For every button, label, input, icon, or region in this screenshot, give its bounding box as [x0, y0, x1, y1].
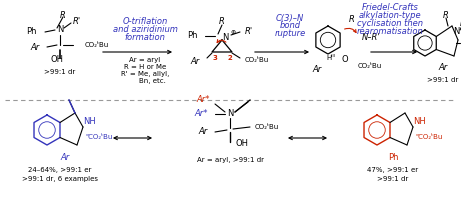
Text: OH: OH [51, 55, 64, 64]
Text: O: O [342, 55, 349, 64]
Text: rupture: rupture [274, 29, 306, 38]
Text: >99:1 dr, 6 examples: >99:1 dr, 6 examples [22, 176, 98, 182]
Text: Ph: Ph [26, 27, 37, 36]
Text: NH: NH [83, 116, 96, 126]
Text: N: N [57, 25, 63, 34]
Text: >99:1 dr: >99:1 dr [44, 69, 76, 75]
Text: CO₂ᵗBu: CO₂ᵗBu [85, 42, 109, 48]
Text: CO₂ᵗBu: CO₂ᵗBu [358, 63, 382, 69]
Text: R: R [443, 11, 449, 21]
Text: R = H or Me: R = H or Me [124, 64, 166, 70]
Text: N: N [453, 27, 459, 36]
Text: OH: OH [235, 140, 248, 148]
Text: formation: formation [124, 33, 165, 43]
Text: N: N [227, 110, 233, 118]
Text: CO₂ᵗBu: CO₂ᵗBu [245, 57, 269, 63]
Text: Bn, etc.: Bn, etc. [139, 78, 165, 84]
Text: 24–64%, >99:1 er: 24–64%, >99:1 er [28, 167, 92, 173]
Text: R: R [349, 16, 355, 24]
Text: Ar: Ar [31, 44, 40, 52]
Text: R': R' [460, 20, 461, 28]
Text: Ar: Ar [191, 58, 200, 66]
Text: and aziridinium: and aziridinium [112, 25, 177, 34]
Text: Ph: Ph [188, 31, 198, 40]
Text: Ph: Ph [388, 152, 398, 162]
Text: ⊕: ⊕ [230, 29, 236, 34]
Text: >99:1 dr: >99:1 dr [427, 77, 459, 83]
Text: R' = Me, allyl,: R' = Me, allyl, [121, 71, 169, 77]
Text: bond: bond [279, 21, 301, 30]
Text: Ar = aryl, >99:1 dr: Ar = aryl, >99:1 dr [196, 157, 264, 163]
Text: NH: NH [413, 116, 426, 126]
Text: R: R [60, 10, 66, 20]
Text: Ar*: Ar* [195, 110, 208, 118]
Text: N: N [222, 33, 228, 43]
Text: R: R [219, 18, 225, 26]
Text: rearomatisation: rearomatisation [357, 27, 423, 36]
Text: Ar: Ar [199, 128, 208, 136]
Text: 47%, >99:1 er: 47%, >99:1 er [367, 167, 419, 173]
Text: >99:1 dr: >99:1 dr [378, 176, 408, 182]
Text: O-triflation: O-triflation [122, 18, 168, 26]
Text: Ar*: Ar* [196, 96, 210, 104]
Text: alkylation-type: alkylation-type [359, 11, 421, 21]
Text: N–R': N–R' [362, 33, 381, 43]
Text: Ar: Ar [438, 64, 448, 72]
Text: R': R' [245, 27, 253, 36]
Text: 3: 3 [213, 55, 218, 61]
Text: Ar = aryl: Ar = aryl [130, 57, 160, 63]
Text: cyclisation then: cyclisation then [357, 20, 423, 28]
Text: C(3)–N: C(3)–N [276, 14, 304, 22]
Text: Friedel-Crafts: Friedel-Crafts [361, 3, 419, 12]
Text: "CO₂ᵗBu: "CO₂ᵗBu [85, 134, 112, 140]
Text: Ar: Ar [60, 152, 70, 162]
Text: CO₂ᵗBu: CO₂ᵗBu [255, 124, 279, 130]
Text: "CO₂ᵗBu: "CO₂ᵗBu [415, 134, 443, 140]
Text: R': R' [73, 18, 81, 26]
Text: 2: 2 [228, 55, 232, 61]
Text: Ar: Ar [313, 66, 322, 74]
Text: Hᴵᴵᴵ: Hᴵᴵᴵ [326, 55, 335, 61]
